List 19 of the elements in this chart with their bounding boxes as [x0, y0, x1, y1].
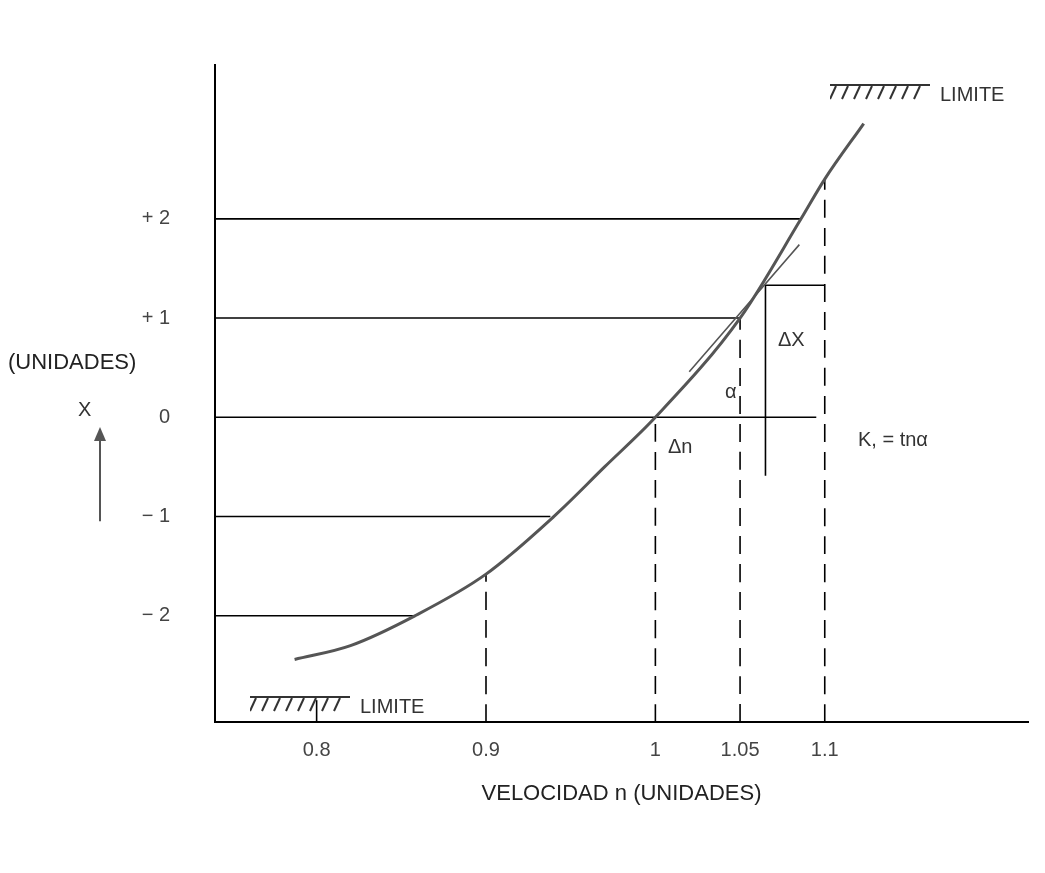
y-tick-label: + 1: [141, 305, 170, 328]
text: X: [78, 397, 92, 420]
x-tick-label: 1.05: [720, 737, 760, 760]
annotation: LIMITE: [940, 82, 1005, 105]
annotation: ΔX: [778, 327, 805, 350]
x-tick-label: 1.1: [810, 737, 839, 760]
y-tick-label: 0: [158, 404, 170, 427]
y-tick-label: − 1: [141, 504, 170, 527]
y-tick-label: + 2: [141, 206, 170, 229]
annotation: Δn: [668, 434, 693, 457]
annotation: LIMITE: [360, 694, 425, 717]
annotation: K, = tnα: [858, 427, 928, 450]
annotation: α: [725, 379, 737, 402]
y-axis-title: (UNIDADES): [8, 348, 137, 374]
x-tick-label: 0.8: [302, 737, 331, 760]
x-tick-label: 0.9: [472, 737, 500, 760]
x-tick-label: 1: [649, 737, 661, 760]
y-tick-label: − 2: [141, 603, 170, 626]
x-axis-title: VELOCIDAD n (UNIDADES): [481, 780, 762, 806]
